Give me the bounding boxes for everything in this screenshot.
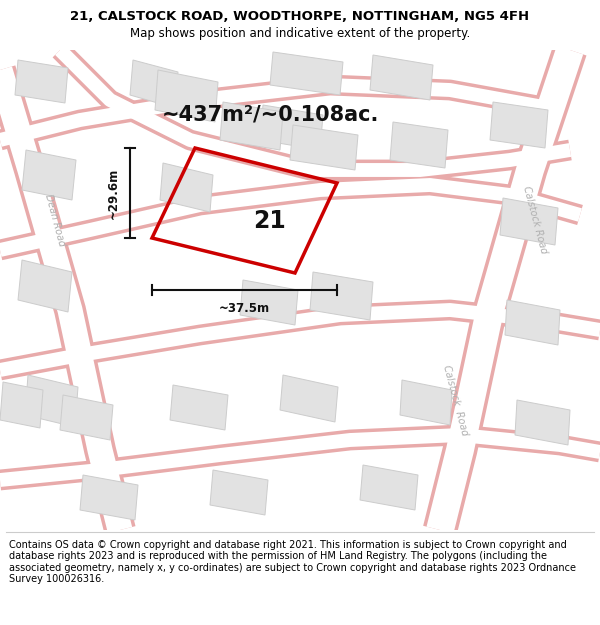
Text: 21: 21	[253, 209, 286, 232]
Polygon shape	[220, 102, 283, 150]
Polygon shape	[25, 375, 78, 427]
Polygon shape	[370, 55, 433, 100]
Text: Calstock Road: Calstock Road	[521, 185, 549, 255]
Polygon shape	[240, 280, 298, 325]
Polygon shape	[130, 60, 178, 108]
Polygon shape	[290, 125, 358, 170]
Polygon shape	[18, 260, 72, 312]
Polygon shape	[505, 300, 560, 345]
Polygon shape	[0, 382, 43, 428]
Text: 21, CALSTOCK ROAD, WOODTHORPE, NOTTINGHAM, NG5 4FH: 21, CALSTOCK ROAD, WOODTHORPE, NOTTINGHA…	[70, 10, 530, 23]
Polygon shape	[360, 465, 418, 510]
Polygon shape	[310, 272, 373, 320]
Polygon shape	[210, 470, 268, 515]
Text: Map shows position and indicative extent of the property.: Map shows position and indicative extent…	[130, 27, 470, 40]
Polygon shape	[270, 52, 343, 95]
Polygon shape	[490, 102, 548, 148]
Polygon shape	[260, 105, 323, 150]
Polygon shape	[22, 150, 76, 200]
Polygon shape	[160, 163, 213, 212]
Text: Calstock  Road: Calstock Road	[441, 364, 469, 436]
Polygon shape	[390, 122, 448, 168]
Text: ~29.6m: ~29.6m	[107, 168, 120, 219]
Text: ~37.5m: ~37.5m	[219, 302, 270, 315]
Polygon shape	[155, 70, 218, 122]
Polygon shape	[170, 385, 228, 430]
Text: ~437m²/~0.108ac.: ~437m²/~0.108ac.	[161, 105, 379, 125]
Polygon shape	[80, 475, 138, 520]
Polygon shape	[280, 375, 338, 422]
Polygon shape	[400, 380, 452, 425]
Polygon shape	[515, 400, 570, 445]
Polygon shape	[15, 60, 68, 103]
Polygon shape	[500, 198, 558, 245]
Text: Dean Road: Dean Road	[43, 192, 67, 248]
Polygon shape	[60, 395, 113, 440]
Text: Contains OS data © Crown copyright and database right 2021. This information is : Contains OS data © Crown copyright and d…	[9, 539, 576, 584]
